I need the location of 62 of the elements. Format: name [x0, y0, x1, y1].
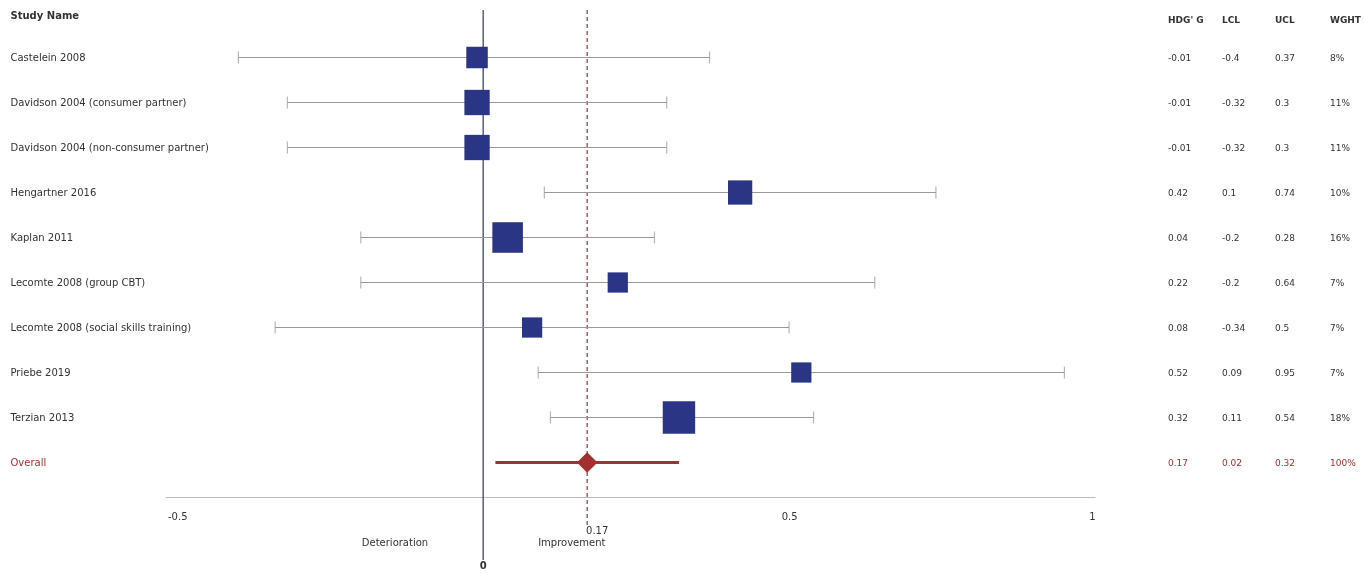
text: UCL [1275, 15, 1295, 25]
ref-line-label: 0 [479, 560, 487, 571]
text: 7% [1330, 367, 1345, 378]
text: 0.28 [1275, 232, 1296, 243]
x-tick-label: 1 [1089, 510, 1096, 522]
text: 0.52 [1168, 367, 1189, 378]
text: 0.04 [1168, 232, 1189, 243]
text: 0.5 [1275, 322, 1290, 333]
text: 0.17 [1168, 457, 1189, 468]
y-tick-label: Davidson 2004 (consumer partner) [10, 96, 187, 108]
text: 0.08 [1168, 322, 1189, 333]
text: 0.32 [1168, 412, 1189, 423]
text: -0.4 [1222, 52, 1240, 63]
text: 0.11 [1222, 412, 1243, 423]
text: LCL [1222, 15, 1241, 25]
text: -0.2 [1222, 277, 1240, 288]
text: 100% [1330, 457, 1357, 468]
text: 10% [1330, 187, 1351, 198]
text: 0.3 [1275, 142, 1290, 153]
text: 8% [1330, 52, 1345, 63]
y-tick-label: Terzian 2013 [9, 411, 75, 423]
text: 0.22 [1168, 277, 1189, 288]
text: -0.2 [1222, 232, 1240, 243]
text: 0.74 [1275, 187, 1296, 198]
text: 0.09 [1222, 367, 1243, 378]
text: 0.37 [1275, 52, 1296, 63]
y-tick-label: Hengartner 2016 [10, 186, 97, 198]
text: -0.32 [1222, 97, 1246, 108]
y-tick-label: Lecomte 2008 (social skills training) [10, 321, 192, 333]
text: 0.42 [1168, 187, 1189, 198]
text: 7% [1330, 277, 1345, 288]
y-tick-label: Castelein 2008 [10, 51, 86, 63]
text: 0.64 [1275, 277, 1296, 288]
text: -0.34 [1222, 322, 1246, 333]
text: 0.3 [1275, 97, 1290, 108]
text: WGHT [1330, 15, 1362, 25]
text: 11% [1330, 142, 1351, 153]
x-tick-label: 0.5 [781, 510, 798, 522]
text: 18% [1330, 412, 1351, 423]
text: 7% [1330, 322, 1345, 333]
y-tick-label: Davidson 2004 (non-consumer partner) [10, 141, 209, 153]
text: -0.01 [1168, 142, 1192, 153]
y-tick-label: Priebe 2019 [10, 366, 71, 378]
text: 0.54 [1275, 412, 1296, 423]
text: Improvement [538, 537, 606, 548]
text: HDG' G [1168, 15, 1204, 25]
text: Deterioration [361, 537, 429, 548]
text: -0.01 [1168, 52, 1192, 63]
text: 0.02 [1222, 457, 1243, 468]
text: -0.01 [1168, 97, 1192, 108]
x-tick-label: -0.5 [167, 510, 188, 522]
text: 0.32 [1275, 457, 1296, 468]
ref-line-label: 0.17 [586, 525, 609, 536]
text: -0.32 [1222, 142, 1246, 153]
y-tick-label: Lecomte 2008 (group CBT) [10, 276, 146, 288]
text: 11% [1330, 97, 1351, 108]
y-tick-label: Overall [10, 456, 47, 468]
text: 0.95 [1275, 367, 1296, 378]
text: 16% [1330, 232, 1351, 243]
y-tick-label: Kaplan 2011 [10, 231, 74, 243]
y-axis-title: Study Name [10, 9, 80, 21]
text: 0.1 [1222, 187, 1237, 198]
